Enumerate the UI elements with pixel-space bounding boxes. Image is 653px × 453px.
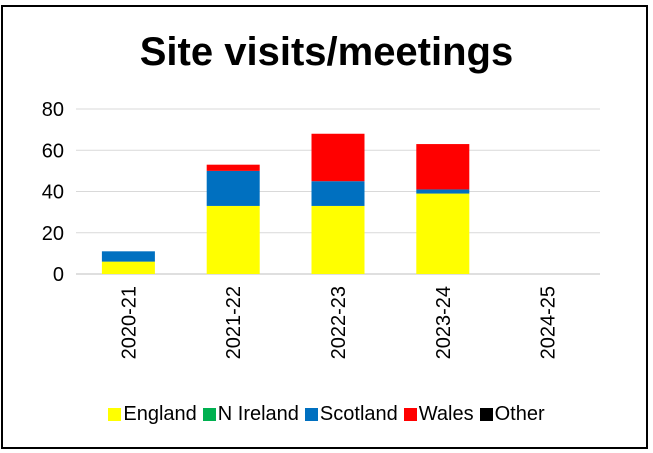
x-tick-label: 2021-22 [223,286,245,359]
y-tick-label: 60 [42,140,64,162]
legend-label: N Ireland [217,403,299,425]
bar-segment-england [101,261,155,274]
bar-segment-wales [416,144,470,190]
bar-segment-wales [311,133,365,182]
y-tick-label: 40 [42,182,64,204]
bar-segment-england [416,193,470,274]
chart-title: Site visits/meetings [139,30,514,74]
legend-item-england: England [108,403,197,426]
bar-segment-scotland [206,170,260,206]
x-tick-label: 2022-23 [328,286,350,359]
bar-segment-scotland [416,189,470,194]
y-tick-label: 80 [42,99,64,121]
bar-segment-england [206,205,260,274]
y-tick-label: 20 [42,223,64,245]
legend-swatch [403,408,417,421]
bar-segment-wales [206,164,260,171]
bar-segment-scotland [311,181,365,206]
x-tick-label: 2023-24 [433,286,455,359]
chart-legend: England N Ireland Scotland Wales Other [0,403,653,426]
legend-swatch [202,408,216,421]
x-tick-label: 2020-21 [118,286,140,359]
legend-item-n-ireland: N Ireland [202,403,299,426]
bar-segment-england [311,205,365,274]
legend-swatch [479,408,493,421]
legend-label: Wales [418,403,474,425]
x-tick-label: 2024-25 [538,286,560,359]
legend-item-other: Other [479,403,545,426]
legend-label: Other [494,403,545,425]
legend-label: England [123,403,197,425]
y-tick-label: 0 [53,264,64,286]
legend-item-scotland: Scotland [304,403,398,426]
legend-swatch [108,408,122,421]
legend-swatch [304,408,318,421]
legend-item-wales: Wales [403,403,474,426]
bar-segment-scotland [101,251,155,262]
legend-label: Scotland [319,403,398,425]
